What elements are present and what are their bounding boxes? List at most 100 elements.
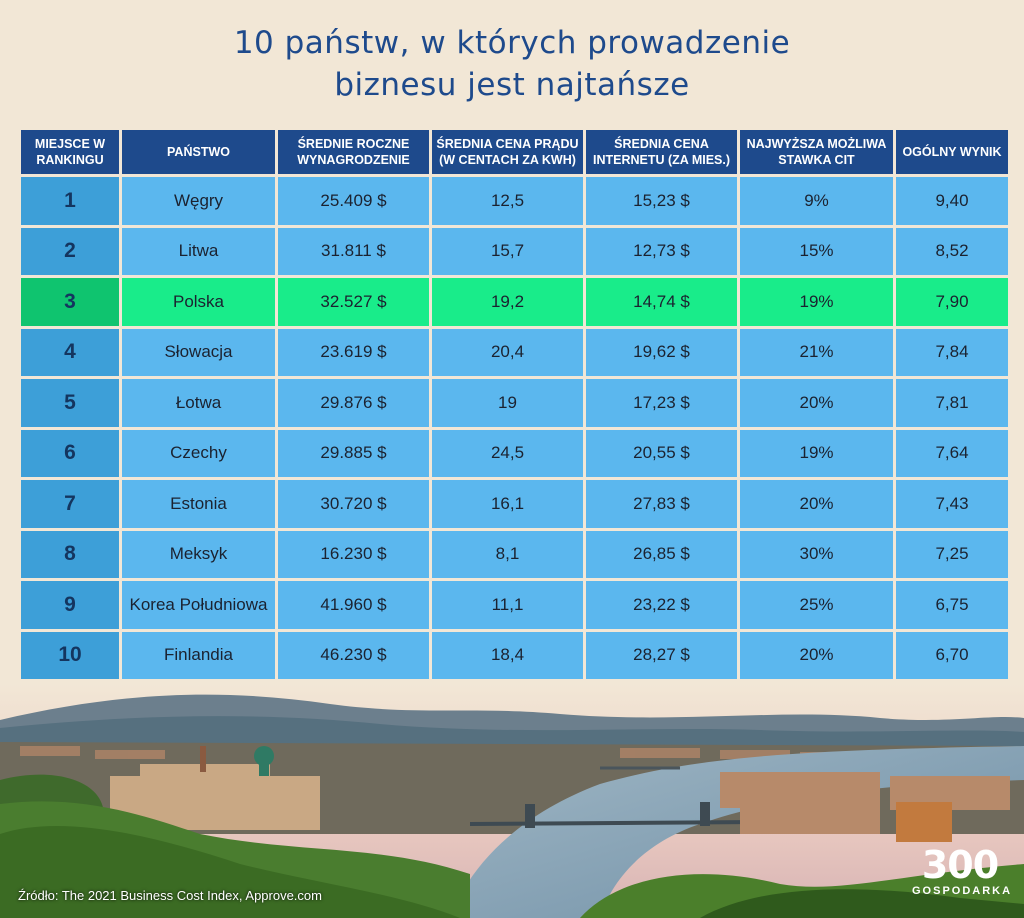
salary-cell: 30.720 $ <box>278 480 429 528</box>
internet-price-cell: 20,55 $ <box>586 429 737 477</box>
table-row: 7 Estonia 30.720 $16,1 27,83 $20% 7,43 <box>21 480 1008 528</box>
table-body: 1 Węgry 25.409 $12,5 15,23 $9% 9,40 2 Litwa 31.… <box>21 177 1008 679</box>
rank-cell: 2 <box>21 227 119 275</box>
overall-score-cell: 6,70 <box>896 631 1008 679</box>
cit-rate-cell: 20% <box>740 480 893 528</box>
table-row: 3 Polska 32.527 $19,2 14,74 $19% 7,90 <box>21 278 1008 326</box>
column-header: ŚREDNIA CENA INTERNETU (ZA MIES.) <box>586 130 737 174</box>
cit-rate-cell: 19% <box>740 429 893 477</box>
salary-cell: 32.527 $ <box>278 278 429 326</box>
internet-price-cell: 17,23 $ <box>586 379 737 427</box>
rank-cell: 3 <box>21 278 119 326</box>
internet-price-cell: 26,85 $ <box>586 530 737 578</box>
rank-cell: 9 <box>21 581 119 629</box>
country-cell: Litwa <box>122 227 275 275</box>
column-header: ŚREDNIE ROCZNE WYNAGRODZENIE <box>278 130 429 174</box>
internet-price-cell: 27,83 $ <box>586 480 737 528</box>
rank-cell: 7 <box>21 480 119 528</box>
salary-cell: 41.960 $ <box>278 581 429 629</box>
table-row: 1 Węgry 25.409 $12,5 15,23 $9% 9,40 <box>21 177 1008 225</box>
country-cell: Estonia <box>122 480 275 528</box>
salary-cell: 29.876 $ <box>278 379 429 427</box>
salary-cell: 46.230 $ <box>278 631 429 679</box>
salary-cell: 23.619 $ <box>278 328 429 376</box>
column-header: PAŃSTWO <box>122 130 275 174</box>
rank-cell: 5 <box>21 379 119 427</box>
city-landscape-image <box>0 684 1024 918</box>
table-row: 9 Korea Południowa 41.960 $11,1 23,22 $25% 6… <box>21 581 1008 629</box>
internet-price-cell: 23,22 $ <box>586 581 737 629</box>
salary-cell: 31.811 $ <box>278 227 429 275</box>
country-cell: Meksyk <box>122 530 275 578</box>
overall-score-cell: 7,43 <box>896 480 1008 528</box>
column-header: OGÓLNY WYNIK <box>896 130 1008 174</box>
table-row: 5 Łotwa 29.876 $19 17,23 $20% 7,81 <box>21 379 1008 427</box>
column-header: MIEJSCE W RANKINGU <box>21 130 119 174</box>
table-row: 2 Litwa 31.811 $15,7 12,73 $15% 8,52 <box>21 227 1008 275</box>
overall-score-cell: 7,64 <box>896 429 1008 477</box>
cit-rate-cell: 25% <box>740 581 893 629</box>
electricity-price-cell: 8,1 <box>432 530 583 578</box>
overall-score-cell: 9,40 <box>896 177 1008 225</box>
internet-price-cell: 28,27 $ <box>586 631 737 679</box>
electricity-price-cell: 15,7 <box>432 227 583 275</box>
cit-rate-cell: 20% <box>740 631 893 679</box>
internet-price-cell: 15,23 $ <box>586 177 737 225</box>
title-line-2: biznesu jest najtańsze <box>334 67 690 103</box>
electricity-price-cell: 19,2 <box>432 278 583 326</box>
logo-word: GOSPODARKA <box>912 885 1013 897</box>
salary-cell: 16.230 $ <box>278 530 429 578</box>
overall-score-cell: 8,52 <box>896 227 1008 275</box>
source-note: Źródło: The 2021 Business Cost Index, Ap… <box>18 888 322 903</box>
rank-cell: 1 <box>21 177 119 225</box>
overall-score-cell: 7,84 <box>896 328 1008 376</box>
internet-price-cell: 19,62 $ <box>586 328 737 376</box>
electricity-price-cell: 16,1 <box>432 480 583 528</box>
electricity-price-cell: 11,1 <box>432 581 583 629</box>
country-cell: Korea Południowa <box>122 581 275 629</box>
cit-rate-cell: 15% <box>740 227 893 275</box>
table-row: 6 Czechy 29.885 $24,5 20,55 $19% 7,64 <box>21 429 1008 477</box>
country-cell: Słowacja <box>122 328 275 376</box>
cit-rate-cell: 20% <box>740 379 893 427</box>
electricity-price-cell: 19 <box>432 379 583 427</box>
salary-cell: 25.409 $ <box>278 177 429 225</box>
electricity-price-cell: 18,4 <box>432 631 583 679</box>
column-header: ŚREDNIA CENA PRĄDU (W CENTACH ZA KWH) <box>432 130 583 174</box>
overall-score-cell: 7,25 <box>896 530 1008 578</box>
column-header: NAJWYŻSZA MOŻLIWA STAWKA CIT <box>740 130 893 174</box>
table-row: 10 Finlandia 46.230 $18,4 28,27 $20% 6,70 <box>21 631 1008 679</box>
rank-cell: 6 <box>21 429 119 477</box>
cit-rate-cell: 9% <box>740 177 893 225</box>
country-cell: Polska <box>122 278 275 326</box>
country-cell: Łotwa <box>122 379 275 427</box>
table-row: 4 Słowacja 23.619 $20,4 19,62 $21% 7,84 <box>21 328 1008 376</box>
gospodarka-logo: 300 GOSPODARKA <box>912 843 1013 898</box>
electricity-price-cell: 20,4 <box>432 328 583 376</box>
country-cell: Węgry <box>122 177 275 225</box>
table-header: MIEJSCE W RANKINGU PAŃSTWO ŚREDNIE ROCZNE … <box>21 130 1008 174</box>
country-cell: Czechy <box>122 429 275 477</box>
salary-cell: 29.885 $ <box>278 429 429 477</box>
logo-number: 300 <box>921 843 999 887</box>
overall-score-cell: 7,81 <box>896 379 1008 427</box>
rank-cell: 4 <box>21 328 119 376</box>
rank-cell: 8 <box>21 530 119 578</box>
ranking-table: MIEJSCE W RANKINGU PAŃSTWO ŚREDNIE ROCZNE … <box>18 127 1011 682</box>
internet-price-cell: 12,73 $ <box>586 227 737 275</box>
cit-rate-cell: 21% <box>740 328 893 376</box>
title-line-1: 10 państw, w których prowadzenie <box>233 25 791 61</box>
cit-rate-cell: 30% <box>740 530 893 578</box>
cit-rate-cell: 19% <box>740 278 893 326</box>
overall-score-cell: 7,90 <box>896 278 1008 326</box>
budapest-photo <box>0 684 1024 918</box>
country-cell: Finlandia <box>122 631 275 679</box>
electricity-price-cell: 24,5 <box>432 429 583 477</box>
internet-price-cell: 14,74 $ <box>586 278 737 326</box>
electricity-price-cell: 12,5 <box>432 177 583 225</box>
rank-cell: 10 <box>21 631 119 679</box>
table-row: 8 Meksyk 16.230 $8,1 26,85 $30% 7,25 <box>21 530 1008 578</box>
header-row: MIEJSCE W RANKINGU PAŃSTWO ŚREDNIE ROCZNE … <box>21 130 1008 174</box>
page-title: 10 państw, w których prowadzenie biznesu… <box>0 22 1024 106</box>
overall-score-cell: 6,75 <box>896 581 1008 629</box>
